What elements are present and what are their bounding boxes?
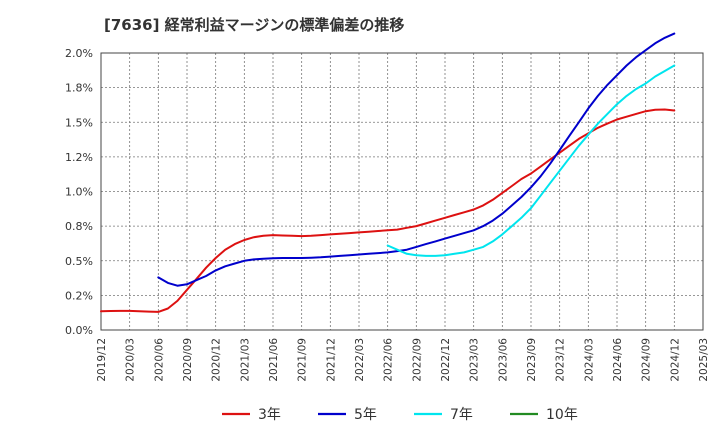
x-tick-label: 2024/03: [583, 338, 595, 382]
x-tick-label: 2021/06: [268, 338, 280, 382]
x-tick-label: 2022/06: [383, 338, 395, 382]
y-tick-label: 2.0%: [65, 47, 93, 60]
y-tick-label: 1.0%: [65, 186, 93, 199]
y-tick-label: 0.8%: [65, 220, 93, 233]
x-tick-label: 2023/12: [555, 338, 567, 382]
y-tick-label: 0.2%: [65, 289, 93, 302]
x-tick-label: 2024/06: [612, 338, 624, 382]
x-tick-label: 2023/06: [497, 338, 509, 382]
legend-label: 10年: [546, 407, 578, 423]
x-tick-label: 2021/12: [325, 338, 337, 382]
y-tick-label: 1.8%: [65, 82, 93, 95]
series-line-3: [386, 64, 676, 257]
x-tick-label: 2020/12: [211, 338, 223, 382]
x-tick-label: 2020/06: [153, 338, 165, 382]
series-line-1: [100, 108, 676, 313]
x-tick-label: 2020/09: [182, 338, 194, 382]
axis-layer: 2019/12 2020/03 2020/06 2020/09 2020/12 2021/…: [65, 47, 710, 382]
x-tick-label: 2019/12: [96, 338, 108, 382]
x-tick-label: 2024/09: [641, 338, 653, 382]
x-tick-label: 2023/09: [526, 338, 538, 382]
legend-label: 7年: [450, 407, 473, 423]
x-tick-label: 2024/12: [669, 338, 681, 382]
x-tick-label: 2020/03: [125, 338, 137, 382]
x-tick-label: 2022/09: [411, 338, 423, 382]
legend-label: 3年: [258, 407, 281, 423]
x-tick-label: 2022/12: [440, 338, 452, 382]
y-tick-label: 1.5%: [65, 116, 93, 129]
x-tick-label: 2023/03: [469, 338, 481, 382]
x-tick-label: 2021/03: [239, 338, 251, 382]
y-tick-label: 0.0%: [65, 324, 93, 337]
y-tick-label: 0.5%: [65, 255, 93, 268]
x-tick-label: 2021/09: [297, 338, 309, 382]
legend: 3年 5年 7年 10年: [222, 407, 578, 423]
series-line-2: [157, 32, 676, 287]
x-tick-label: 2025/03: [698, 338, 710, 382]
plot-frame: [100, 52, 704, 331]
grid-layer: [100, 52, 704, 331]
x-tick-label: 2022/03: [354, 338, 366, 382]
y-tick-label: 1.2%: [65, 151, 93, 164]
series-layer: [100, 32, 676, 313]
chart-title: [7636] 経常利益マージンの標準偏差の推移: [104, 16, 405, 34]
legend-label: 5年: [354, 407, 377, 423]
